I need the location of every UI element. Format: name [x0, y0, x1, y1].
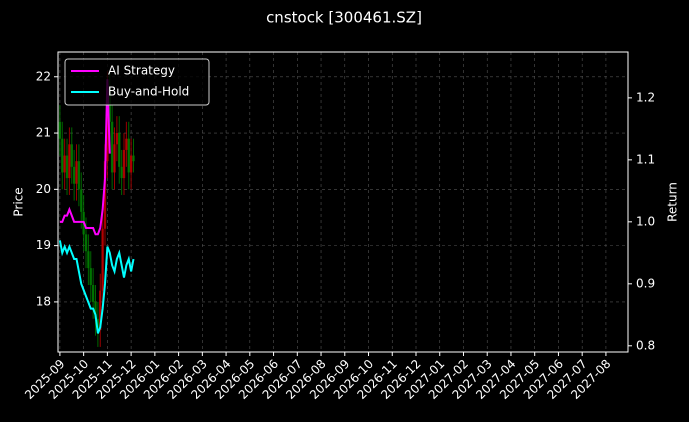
- legend-box: [64, 58, 210, 106]
- candle-body: [80, 189, 83, 212]
- candle-body: [70, 144, 73, 167]
- candle-body: [127, 138, 130, 173]
- series-line: [59, 79, 111, 236]
- legend-label: AI Strategy: [108, 64, 175, 78]
- candle-body: [72, 166, 76, 184]
- candle-body: [103, 161, 107, 229]
- candle-body: [65, 155, 69, 179]
- candle-body: [118, 133, 121, 167]
- candle-body: [68, 144, 71, 179]
- y2-axis-label: Return: [666, 182, 680, 222]
- candle-body: [61, 138, 64, 173]
- candle-body: [89, 268, 92, 286]
- candle-body: [87, 251, 90, 269]
- y-tick-label: 20: [36, 182, 51, 196]
- y2-tick-label: 1.2: [636, 90, 655, 104]
- legend: AI Strategy Buy-and-Hold: [64, 58, 210, 106]
- candle-body: [106, 88, 109, 162]
- candle-body: [99, 290, 102, 331]
- candle-body: [94, 301, 97, 319]
- series-line: [58, 240, 135, 334]
- candle-body: [125, 138, 128, 150]
- candle-body: [129, 155, 133, 173]
- plot-frame: [57, 51, 629, 353]
- candle-body: [77, 161, 81, 190]
- candle-body: [110, 121, 114, 173]
- candle-body: [84, 234, 88, 252]
- y2-tick-label: 0.9: [636, 276, 655, 290]
- candle-body: [122, 149, 126, 179]
- y-tick-label: 22: [36, 69, 51, 83]
- candle-body: [115, 133, 119, 145]
- y-tick-label: 19: [36, 238, 51, 252]
- candle-body: [58, 121, 62, 139]
- candle-body: [120, 166, 123, 179]
- chart-title: cnstock [300461.SZ]: [266, 9, 422, 27]
- y-axis-label: Price: [12, 187, 26, 216]
- candle-body: [101, 228, 104, 291]
- y2-tick-label: 0.8: [636, 338, 655, 352]
- y-tick-label: 18: [36, 294, 51, 308]
- candle-body: [113, 144, 116, 173]
- candle-body: [132, 155, 135, 162]
- y2-tick-label: 1.1: [636, 152, 655, 166]
- candle-body: [96, 318, 100, 331]
- y2-tick-label: 1.0: [636, 214, 655, 228]
- candle-body: [63, 155, 66, 173]
- candle-body: [91, 285, 95, 302]
- legend-label: Buy-and-Hold: [108, 85, 189, 99]
- candle-body: [75, 161, 78, 184]
- y-tick-label: 21: [36, 126, 51, 140]
